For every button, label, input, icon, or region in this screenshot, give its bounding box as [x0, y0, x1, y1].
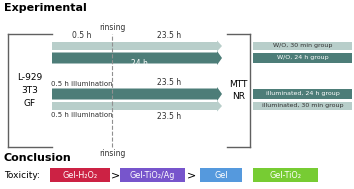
- Text: Gel-TiO₂: Gel-TiO₂: [269, 170, 302, 180]
- FancyBboxPatch shape: [253, 42, 352, 50]
- FancyArrow shape: [52, 101, 222, 112]
- Text: 0.5 h illumination: 0.5 h illumination: [51, 81, 113, 87]
- Text: Gel: Gel: [214, 170, 228, 180]
- Text: Experimental: Experimental: [4, 3, 87, 13]
- Text: W/O, 30 min group: W/O, 30 min group: [273, 43, 332, 49]
- Text: L-929
3T3
GF: L-929 3T3 GF: [17, 74, 42, 108]
- FancyArrow shape: [52, 40, 222, 51]
- Text: >: >: [187, 170, 196, 180]
- Text: 24 h: 24 h: [131, 59, 148, 68]
- FancyArrow shape: [52, 87, 222, 101]
- FancyBboxPatch shape: [253, 102, 352, 110]
- Text: W/O, 24 h group: W/O, 24 h group: [277, 56, 328, 60]
- FancyBboxPatch shape: [200, 168, 242, 182]
- Text: 0.5 h illumination: 0.5 h illumination: [51, 112, 113, 118]
- FancyArrow shape: [52, 51, 222, 65]
- FancyBboxPatch shape: [50, 168, 110, 182]
- Text: 23.5 h: 23.5 h: [158, 78, 182, 87]
- FancyBboxPatch shape: [253, 53, 352, 63]
- Text: Gel-TiO₂/Ag: Gel-TiO₂/Ag: [130, 170, 175, 180]
- FancyBboxPatch shape: [253, 89, 352, 99]
- FancyBboxPatch shape: [120, 168, 185, 182]
- Text: 0.5 h: 0.5 h: [72, 32, 92, 40]
- Text: 23.5 h: 23.5 h: [158, 32, 182, 40]
- Text: rinsing: rinsing: [99, 149, 125, 158]
- Text: MTT
NR: MTT NR: [229, 80, 248, 101]
- Text: Toxicity:: Toxicity:: [4, 170, 40, 180]
- Text: >: >: [110, 170, 120, 180]
- Text: illuminated, 30 min group: illuminated, 30 min group: [262, 104, 343, 108]
- FancyBboxPatch shape: [253, 168, 318, 182]
- Text: rinsing: rinsing: [99, 23, 125, 32]
- Text: 23.5 h: 23.5 h: [158, 112, 182, 121]
- Text: Conclusion: Conclusion: [4, 153, 72, 163]
- Text: Gel-H₂O₂: Gel-H₂O₂: [62, 170, 98, 180]
- Text: illuminated, 24 h group: illuminated, 24 h group: [266, 91, 339, 97]
